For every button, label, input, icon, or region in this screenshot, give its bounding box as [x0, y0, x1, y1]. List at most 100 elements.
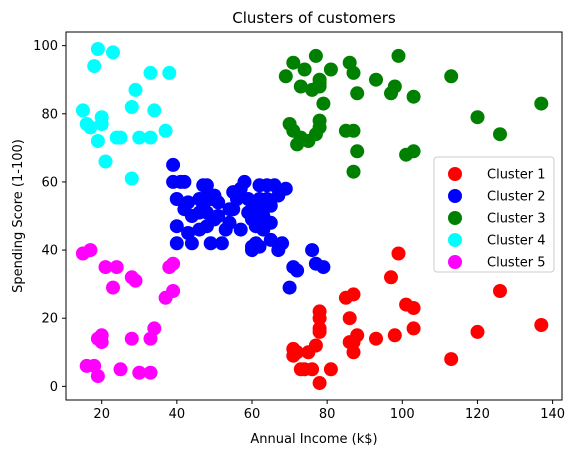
- data-point: [263, 215, 278, 230]
- data-point: [384, 270, 398, 285]
- data-point: [369, 72, 383, 87]
- data-point: [184, 236, 199, 251]
- y-tick-label: 20: [41, 312, 58, 327]
- data-point: [252, 239, 267, 254]
- data-point: [147, 103, 162, 118]
- data-point: [203, 236, 218, 251]
- data-point: [493, 127, 507, 142]
- data-point: [308, 48, 323, 63]
- legend-label: Cluster 2: [487, 190, 546, 205]
- data-point: [162, 65, 177, 80]
- x-axis-title: Annual Income (k$): [250, 432, 377, 447]
- data-point: [534, 96, 549, 111]
- data-point: [94, 335, 109, 350]
- data-point: [143, 130, 158, 145]
- data-point: [493, 284, 507, 298]
- data-point: [312, 76, 327, 91]
- data-point: [342, 311, 357, 326]
- x-tick-label: 60: [244, 407, 261, 422]
- data-point: [94, 110, 109, 125]
- y-tick-label: 100: [33, 39, 58, 54]
- legend-marker: [448, 189, 462, 203]
- data-point: [83, 243, 98, 258]
- data-point: [391, 48, 406, 63]
- data-point: [312, 321, 327, 336]
- data-point: [113, 362, 128, 377]
- data-point: [106, 280, 120, 295]
- data-point: [199, 178, 214, 193]
- data-point: [346, 164, 361, 179]
- data-point: [237, 174, 252, 189]
- data-point: [124, 171, 139, 186]
- y-tick-label: 60: [41, 175, 58, 190]
- data-point: [245, 202, 259, 217]
- legend-marker: [448, 211, 462, 225]
- data-point: [143, 365, 158, 380]
- data-point: [263, 198, 278, 213]
- data-point: [305, 243, 320, 258]
- data-point: [181, 195, 196, 210]
- data-point: [132, 365, 147, 380]
- x-tick-label: 140: [540, 407, 565, 422]
- data-point: [350, 328, 365, 343]
- data-point: [534, 318, 549, 332]
- data-point: [263, 232, 278, 247]
- x-tick-label: 80: [319, 407, 336, 422]
- data-point: [211, 195, 226, 210]
- data-point: [98, 260, 113, 275]
- x-axis: 20 40 60 80 100 120 140: [93, 400, 565, 422]
- data-point: [444, 69, 459, 84]
- data-point: [312, 304, 327, 319]
- y-axis: 0 20 40 60 80 100: [33, 39, 66, 395]
- x-tick-label: 40: [169, 407, 186, 422]
- legend-box: [433, 156, 555, 273]
- data-point: [147, 321, 162, 336]
- legend-marker: [448, 167, 462, 181]
- data-point: [290, 263, 305, 278]
- data-point: [214, 236, 229, 251]
- data-point: [286, 55, 301, 70]
- data-point: [222, 215, 237, 230]
- legend: Cluster 1 Cluster 2 Cluster 3 Cluster 4 Clus…: [433, 156, 555, 273]
- data-point: [316, 260, 331, 275]
- data-point: [278, 69, 293, 84]
- y-tick-label: 40: [41, 244, 58, 259]
- data-point: [406, 301, 421, 315]
- data-point: [278, 181, 293, 196]
- data-point: [169, 219, 184, 234]
- data-point: [406, 89, 421, 104]
- data-point: [391, 246, 406, 261]
- data-point: [297, 62, 312, 77]
- y-tick-label: 0: [50, 380, 58, 395]
- y-tick-label: 80: [41, 107, 58, 122]
- data-point: [83, 120, 98, 135]
- y-axis-title: Spending Score (1-100): [11, 139, 26, 293]
- data-point: [166, 157, 181, 172]
- data-point: [323, 362, 338, 377]
- data-point: [293, 79, 308, 94]
- data-point: [233, 222, 248, 237]
- series-4: [75, 42, 177, 186]
- series-5: [75, 243, 181, 384]
- data-point: [346, 65, 361, 80]
- series-3: [278, 48, 549, 179]
- data-point: [166, 284, 181, 298]
- data-point: [98, 154, 113, 169]
- data-point: [143, 65, 158, 80]
- data-point: [124, 331, 139, 346]
- plot-frame: [65, 31, 563, 401]
- data-point: [305, 362, 320, 377]
- data-point: [90, 134, 105, 148]
- data-point: [132, 130, 147, 145]
- x-tick-label: 100: [390, 407, 415, 422]
- data-point: [323, 62, 338, 77]
- data-point: [128, 82, 143, 97]
- data-point: [275, 236, 290, 251]
- legend-label: Cluster 1: [487, 168, 546, 183]
- data-point: [346, 287, 361, 302]
- points-layer: [75, 42, 549, 390]
- data-point: [406, 321, 421, 336]
- data-point: [106, 45, 120, 60]
- legend-label: Cluster 5: [487, 256, 546, 271]
